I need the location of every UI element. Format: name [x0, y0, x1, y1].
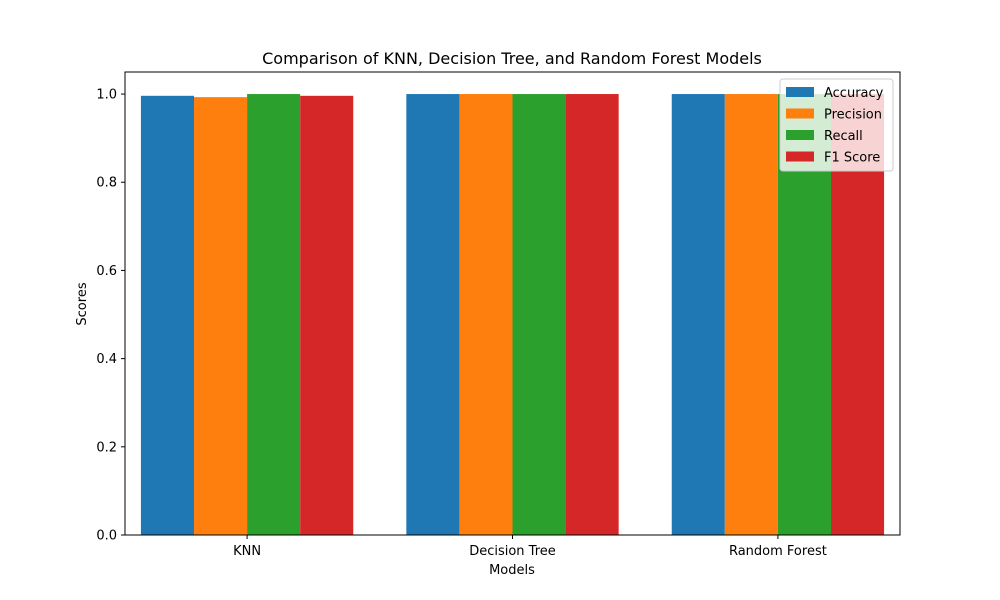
legend-label-precision: Precision — [824, 108, 882, 123]
legend-label-recall: Recall — [824, 129, 863, 144]
x-tick-label: Decision Tree — [469, 544, 556, 559]
chart-title: Comparison of KNN, Decision Tree, and Ra… — [262, 49, 762, 68]
legend-box — [779, 78, 894, 172]
legend-label-accuracy: Accuracy — [824, 86, 884, 101]
legend-swatch-recall — [786, 130, 814, 140]
legend-label-f1-score: F1 Score — [824, 151, 880, 166]
bar-precision-2 — [724, 94, 778, 536]
x-tick-label: KNN — [233, 544, 261, 559]
y-tick-label: 0.4 — [96, 352, 117, 367]
bar-accuracy-1 — [406, 94, 460, 536]
legend-swatch-precision — [786, 108, 814, 119]
bar-precision-1 — [459, 94, 513, 536]
legend-swatch-f1-score — [786, 151, 814, 162]
y-tick-label: 0.6 — [96, 264, 117, 279]
bar-recall-0 — [247, 94, 301, 536]
axes-layer: 0.0 0.2 0.4 0.6 0.8 1.0 KNN Decision Tree Random… — [96, 71, 901, 559]
legend-swatch-accuracy — [786, 87, 814, 97]
y-axis-title: Scores — [75, 282, 90, 325]
legend: Accuracy Precision Recall F1 Score — [779, 78, 894, 172]
y-tick-label: 0.2 — [96, 440, 117, 455]
bar-accuracy-2 — [671, 94, 725, 536]
y-tick-label: 1.0 — [96, 88, 117, 103]
x-axis-title: Models — [489, 563, 535, 578]
y-tick-label: 0.8 — [96, 176, 117, 191]
y-tick-label: 0.0 — [96, 529, 117, 544]
bar-f1-score-0 — [300, 95, 354, 535]
bar-recall-1 — [512, 94, 566, 536]
bar-f1-score-1 — [565, 94, 619, 536]
bars-layer — [140, 94, 885, 536]
bar-accuracy-0 — [140, 95, 194, 535]
x-tick-label: Random Forest — [729, 544, 827, 559]
bar-precision-0 — [194, 97, 248, 535]
